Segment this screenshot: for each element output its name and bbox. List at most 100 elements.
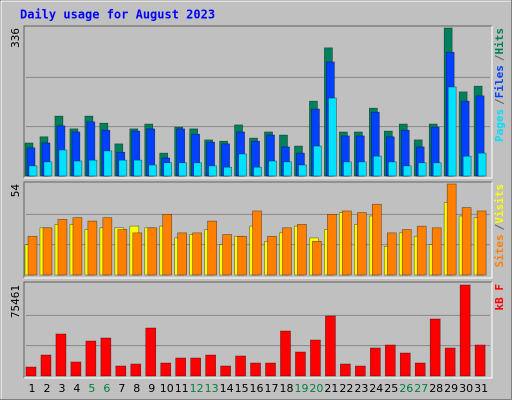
bar bbox=[355, 365, 366, 377]
bar bbox=[474, 344, 486, 377]
bar bbox=[358, 161, 367, 177]
bar bbox=[238, 153, 247, 177]
bar bbox=[327, 214, 337, 276]
bar bbox=[235, 355, 246, 377]
bar bbox=[190, 357, 201, 377]
bar bbox=[103, 150, 113, 177]
bar bbox=[386, 232, 397, 276]
x-tick-label: 14 bbox=[220, 382, 234, 395]
x-tick-label: 17 bbox=[265, 382, 279, 395]
legend-separator: / bbox=[493, 98, 506, 105]
bar bbox=[87, 220, 98, 276]
x-tick-label: 22 bbox=[339, 382, 353, 395]
bar bbox=[253, 166, 262, 177]
bar bbox=[132, 232, 143, 276]
bar bbox=[461, 207, 472, 276]
y-tick-label: 54 bbox=[9, 184, 22, 198]
bar bbox=[220, 365, 231, 377]
bar bbox=[43, 161, 53, 177]
bar bbox=[55, 333, 67, 377]
bar bbox=[476, 210, 487, 276]
x-tick-label: 23 bbox=[354, 382, 368, 395]
legend-separator: / bbox=[493, 54, 506, 61]
y-tick-label: 336 bbox=[9, 28, 22, 48]
bar bbox=[102, 217, 113, 276]
bar bbox=[340, 363, 351, 377]
bar bbox=[28, 165, 38, 177]
x-tick-label: 19 bbox=[294, 382, 308, 395]
bar bbox=[325, 315, 336, 377]
bar bbox=[73, 160, 83, 177]
bar bbox=[205, 354, 216, 377]
bar bbox=[222, 234, 232, 276]
x-tick-label: 25 bbox=[384, 382, 398, 395]
bar bbox=[298, 164, 307, 177]
bar bbox=[58, 149, 68, 177]
legend-entry: kB F bbox=[493, 284, 506, 311]
bar bbox=[267, 235, 277, 276]
bar bbox=[444, 347, 456, 377]
bar bbox=[297, 224, 307, 276]
legend-entry: Hits bbox=[493, 28, 506, 55]
bar bbox=[27, 235, 38, 276]
bar bbox=[85, 340, 97, 377]
bar bbox=[312, 240, 322, 276]
bar bbox=[328, 97, 337, 177]
bar bbox=[178, 162, 187, 177]
panel-bevel bbox=[24, 282, 493, 379]
panel-bevel bbox=[23, 181, 492, 278]
panel-bevel bbox=[24, 182, 493, 279]
bar bbox=[446, 183, 457, 276]
bar bbox=[447, 86, 457, 177]
legend-entry: Pages bbox=[493, 109, 506, 142]
bar bbox=[313, 145, 322, 177]
bar bbox=[148, 164, 158, 177]
bar bbox=[282, 227, 292, 276]
x-tick-label: 29 bbox=[444, 382, 458, 395]
bar bbox=[208, 165, 217, 177]
legend-entry: Sites bbox=[493, 234, 506, 267]
panel-bevel bbox=[24, 26, 493, 179]
bar bbox=[252, 210, 262, 276]
bar bbox=[133, 159, 143, 177]
bar bbox=[343, 161, 352, 177]
bar bbox=[373, 155, 382, 177]
bar bbox=[462, 155, 472, 177]
bar bbox=[268, 160, 277, 177]
bar bbox=[417, 162, 427, 177]
chart-title: Daily usage for August 2023 bbox=[20, 8, 215, 22]
bar bbox=[310, 339, 321, 377]
bar bbox=[280, 330, 291, 377]
bar bbox=[432, 162, 442, 177]
x-tick-label: 18 bbox=[279, 382, 293, 395]
bar bbox=[387, 161, 397, 177]
x-tick-label: 12 bbox=[190, 382, 204, 395]
bar bbox=[70, 361, 82, 377]
x-tick-label: 24 bbox=[369, 382, 383, 395]
bar bbox=[223, 166, 232, 177]
bar bbox=[130, 363, 142, 377]
bar bbox=[372, 203, 382, 276]
bar bbox=[402, 165, 412, 177]
x-tick-label: 9 bbox=[148, 382, 155, 395]
x-tick-label: 16 bbox=[250, 382, 264, 395]
legend: Pages/Files/Hits bbox=[493, 28, 506, 142]
x-tick-label: 6 bbox=[103, 382, 110, 395]
x-tick-label: 28 bbox=[429, 382, 443, 395]
legend: Sites /Visits bbox=[493, 184, 506, 268]
x-tick-label: 3 bbox=[58, 382, 65, 395]
bar bbox=[40, 354, 52, 377]
bar bbox=[25, 366, 37, 377]
bar bbox=[414, 362, 426, 377]
bar bbox=[163, 162, 173, 177]
bar bbox=[117, 229, 128, 276]
bar bbox=[72, 217, 83, 276]
bar bbox=[193, 162, 202, 177]
bar bbox=[207, 220, 217, 276]
bar bbox=[42, 227, 53, 276]
bar bbox=[431, 227, 442, 276]
bar bbox=[459, 284, 471, 377]
legend-separator: / bbox=[493, 223, 506, 230]
